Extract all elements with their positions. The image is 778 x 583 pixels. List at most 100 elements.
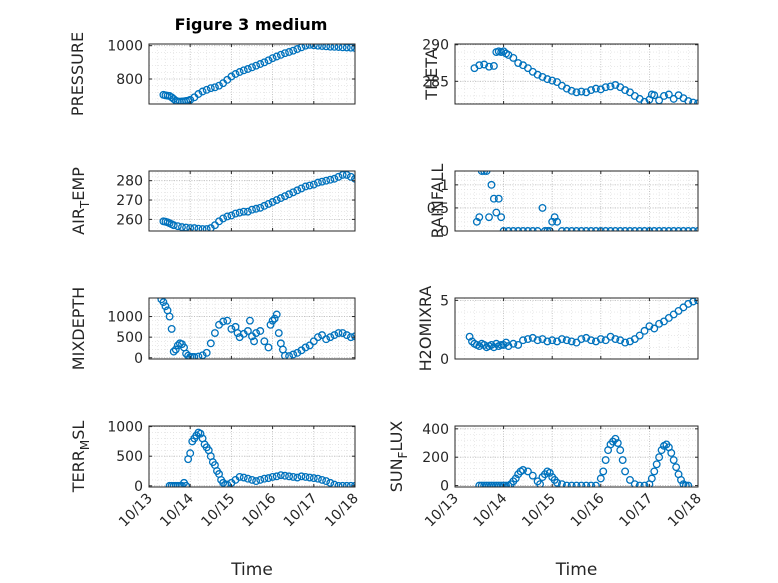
series-markers — [470, 47, 698, 104]
data-point — [475, 61, 484, 70]
data-point — [309, 180, 318, 189]
y-tick-label: 200 — [422, 450, 449, 466]
data-point — [511, 474, 520, 483]
data-point — [351, 481, 355, 487]
data-point — [264, 343, 273, 352]
data-point — [330, 174, 339, 183]
data-point — [318, 177, 326, 186]
data-point — [669, 94, 678, 103]
y-axis-label-text: THETA — [422, 48, 441, 100]
y-tick-label: 290 — [422, 38, 449, 54]
data-point — [492, 481, 501, 487]
x-tick-label: 10/17 — [281, 491, 321, 531]
data-point — [553, 478, 562, 487]
data-point — [243, 474, 252, 483]
data-point — [305, 44, 314, 49]
data-point — [657, 446, 666, 455]
data-point — [281, 49, 289, 58]
axes-box — [148, 170, 356, 232]
data-point — [684, 481, 693, 487]
data-point — [621, 86, 630, 95]
data-point — [606, 82, 615, 91]
x-tick-label: 10/18 — [322, 491, 362, 531]
x-axis-label: Time — [555, 560, 598, 580]
data-point — [268, 472, 277, 481]
data-point — [202, 85, 211, 94]
data-point — [285, 48, 294, 56]
data-point — [250, 337, 259, 346]
data-point — [334, 329, 343, 337]
x-tick-label: 10/14 — [157, 490, 197, 530]
y-axis-label-text: SUN — [387, 458, 406, 492]
data-point — [309, 474, 318, 483]
data-point — [186, 224, 195, 231]
data-point — [492, 339, 501, 348]
x-tick-label: 10/15 — [519, 491, 559, 531]
data-point — [182, 481, 191, 487]
data-point — [260, 201, 269, 210]
data-point — [611, 335, 620, 344]
data-point — [567, 337, 576, 346]
data-point — [640, 326, 649, 335]
data-point — [198, 87, 207, 96]
y-tick-label: 500 — [116, 330, 143, 346]
data-point — [231, 209, 240, 218]
data-point — [227, 324, 236, 333]
data-point — [264, 474, 273, 483]
x-tick-label: 10/15 — [198, 491, 238, 531]
axes-box — [454, 425, 699, 488]
plot-area — [149, 171, 355, 231]
data-point — [664, 90, 673, 99]
data-point — [266, 320, 275, 329]
y-tick-label: 0.5 — [427, 201, 449, 217]
x-tick-label: 10/14 — [471, 490, 511, 530]
data-point — [272, 310, 281, 319]
data-point — [301, 182, 310, 191]
data-point — [596, 335, 605, 344]
data-point — [650, 324, 659, 333]
y-tick-label: 1000 — [107, 310, 143, 326]
data-point — [655, 453, 664, 462]
data-point — [509, 339, 518, 348]
data-point — [499, 47, 508, 56]
data-point — [635, 481, 644, 487]
data-point — [171, 345, 180, 354]
data-point — [489, 194, 498, 203]
data-point — [613, 439, 622, 447]
data-point — [523, 335, 532, 344]
data-point — [194, 224, 203, 231]
data-point — [219, 317, 228, 326]
data-point — [313, 474, 322, 483]
data-point — [342, 171, 351, 179]
data-point — [274, 329, 283, 337]
data-point — [599, 467, 608, 476]
y-tick-label: 1000 — [107, 420, 143, 436]
data-point — [178, 223, 186, 231]
data-point — [494, 194, 503, 203]
data-point — [577, 87, 586, 96]
data-point — [210, 221, 219, 230]
data-point — [514, 340, 523, 349]
data-point — [523, 64, 532, 73]
data-point — [276, 471, 285, 480]
data-point — [196, 429, 205, 438]
data-point — [533, 336, 542, 345]
axes-box — [148, 43, 356, 105]
data-point — [482, 481, 491, 487]
y-tick-label: 1 — [440, 178, 449, 194]
data-point — [694, 298, 698, 305]
data-point — [519, 336, 527, 345]
y-axis-label-text: PRESSURE — [68, 32, 87, 116]
data-point — [301, 44, 310, 50]
series-markers — [465, 298, 698, 352]
data-point — [640, 97, 649, 104]
y-tick-label: 0 — [440, 479, 449, 495]
data-point — [167, 324, 176, 333]
data-point — [480, 171, 489, 175]
data-point — [326, 478, 335, 487]
data-point — [243, 327, 252, 335]
data-point — [256, 475, 265, 484]
data-point — [272, 472, 281, 481]
data-point — [202, 348, 211, 357]
y-tick-label: 800 — [116, 72, 143, 88]
